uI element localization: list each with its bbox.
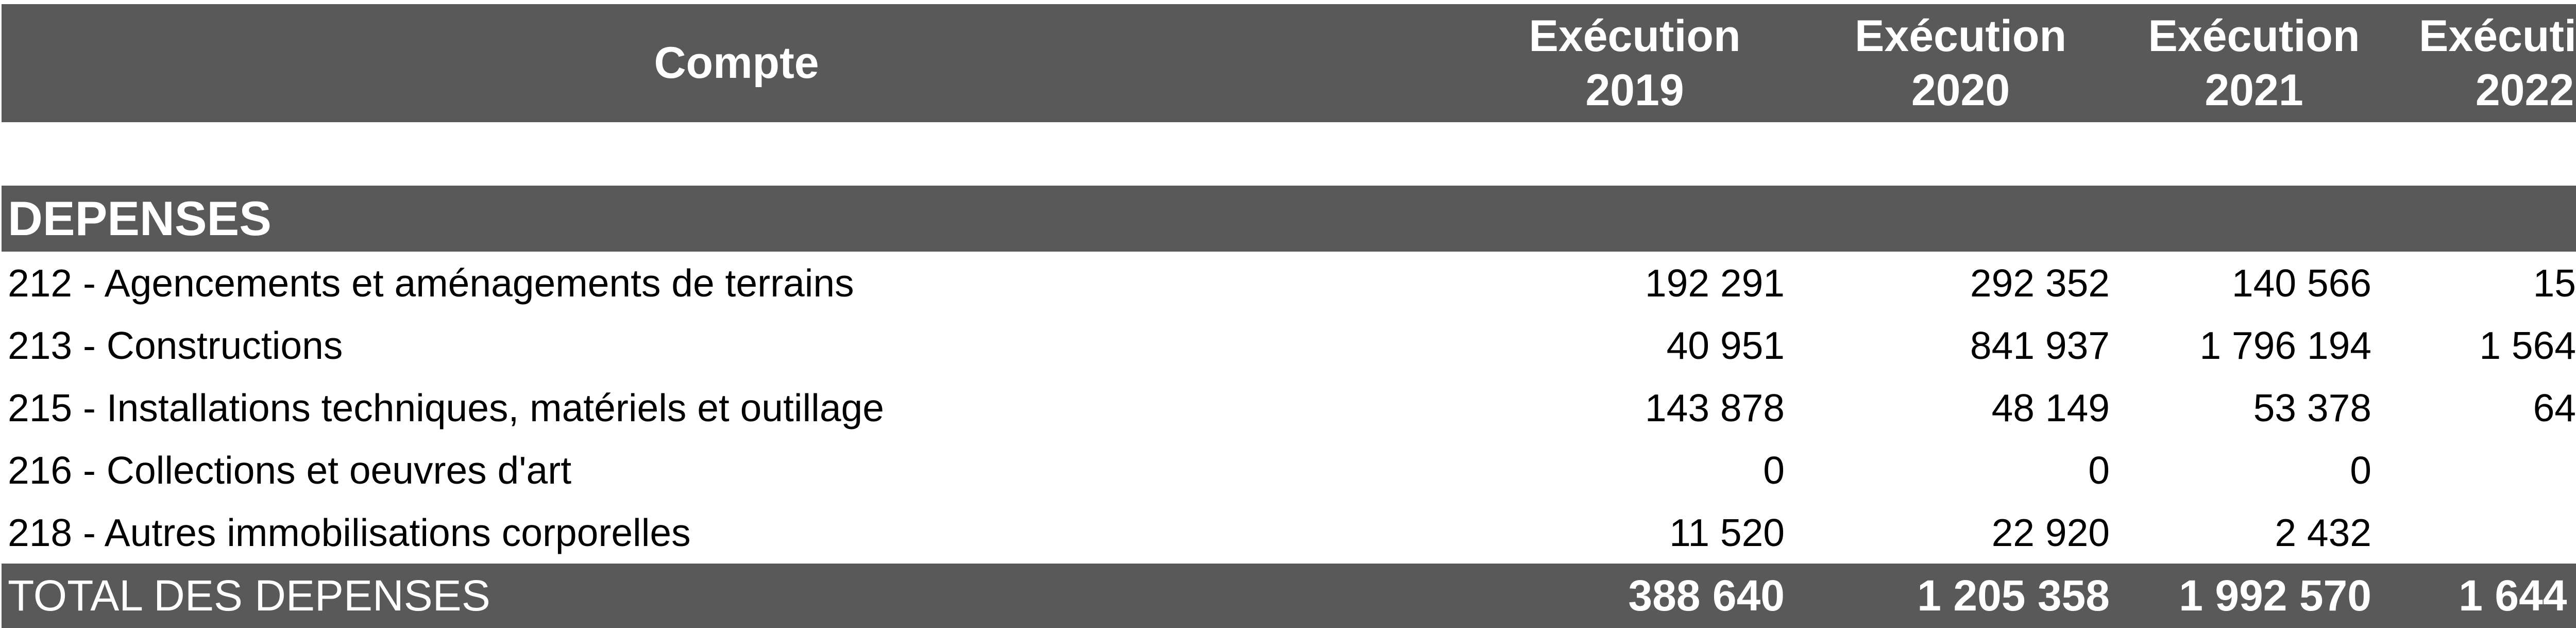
table-row: 218 - Autres immobilisations corporelles… xyxy=(2,501,2576,564)
row-label: 215 - Installations techniques, matériel… xyxy=(2,376,1471,439)
execution-label: Exécution xyxy=(2148,11,2360,61)
year-label: 2020 xyxy=(1911,65,2010,115)
cell-2020: 841 937 xyxy=(1798,314,2123,376)
column-header-compte: Compte xyxy=(2,4,1471,122)
column-header-execution-2021: Exécution 2021 xyxy=(2123,4,2385,122)
table-row: 215 - Installations techniques, matériel… xyxy=(2,376,2576,439)
execution-label: Exécution xyxy=(2419,11,2576,61)
total-2020: 1 205 358 xyxy=(1798,564,2123,628)
total-label: TOTAL DES DEPENSES xyxy=(2,564,1471,628)
spacer-row xyxy=(2,122,2576,186)
cell-2022: 0 xyxy=(2385,439,2576,501)
execution-label: Exécution xyxy=(1529,11,1741,61)
table-row: 212 - Agencements et aménagements de ter… xyxy=(2,252,2576,314)
column-header-execution-2022: Exécution 2022 xyxy=(2385,4,2576,122)
compte-header-label: Compte xyxy=(654,38,819,88)
table-header-row: Compte Exécution 2019 Exécution 2020 Exé… xyxy=(2,4,2576,122)
cell-2019: 11 520 xyxy=(1471,501,1798,564)
cell-2021: 0 xyxy=(2123,439,2385,501)
section-row-depenses: DEPENSES xyxy=(2,186,2576,252)
execution-budget-table: Compte Exécution 2019 Exécution 2020 Exé… xyxy=(2,4,2576,628)
cell-2022: 1 564 256 xyxy=(2385,314,2576,376)
year-label: 2021 xyxy=(2205,65,2303,115)
table-row: 216 - Collections et oeuvres d'art 0 0 0… xyxy=(2,439,2576,501)
cell-2022: 0 xyxy=(2385,501,2576,564)
cell-2021: 1 796 194 xyxy=(2123,314,2385,376)
cell-2022: 64 398 xyxy=(2385,376,2576,439)
cell-2020: 22 920 xyxy=(1798,501,2123,564)
section-label: DEPENSES xyxy=(2,186,2576,252)
row-label: 213 - Constructions xyxy=(2,314,1471,376)
total-2021: 1 992 570 xyxy=(2123,564,2385,628)
cell-2019: 40 951 xyxy=(1471,314,1798,376)
cell-2020: 292 352 xyxy=(1798,252,2123,314)
cell-2021: 53 378 xyxy=(2123,376,2385,439)
spacer-cell xyxy=(2,122,2576,186)
column-header-execution-2019: Exécution 2019 xyxy=(1471,4,1798,122)
execution-label: Exécution xyxy=(1855,11,2066,61)
total-2019: 388 640 xyxy=(1471,564,1798,628)
cell-2019: 192 291 xyxy=(1471,252,1798,314)
cell-2019: 143 878 xyxy=(1471,376,1798,439)
year-label: 2022 xyxy=(2475,65,2574,115)
total-row: TOTAL DES DEPENSES 388 640 1 205 358 1 9… xyxy=(2,564,2576,628)
column-header-execution-2020: Exécution 2020 xyxy=(1798,4,2123,122)
year-label: 2019 xyxy=(1585,65,1684,115)
cell-2021: 2 432 xyxy=(2123,501,2385,564)
cell-2021: 140 566 xyxy=(2123,252,2385,314)
cell-2020: 48 149 xyxy=(1798,376,2123,439)
cell-2020: 0 xyxy=(1798,439,2123,501)
row-label: 212 - Agencements et aménagements de ter… xyxy=(2,252,1471,314)
financial-table-sheet: Compte Exécution 2019 Exécution 2020 Exé… xyxy=(2,4,2576,628)
table-row: 213 - Constructions 40 951 841 937 1 796… xyxy=(2,314,2576,376)
row-label: 218 - Autres immobilisations corporelles xyxy=(2,501,1471,564)
cell-2019: 0 xyxy=(1471,439,1798,501)
row-label: 216 - Collections et oeuvres d'art xyxy=(2,439,1471,501)
cell-2022: 15 579 xyxy=(2385,252,2576,314)
total-2022: 1 644 233 xyxy=(2385,564,2576,628)
